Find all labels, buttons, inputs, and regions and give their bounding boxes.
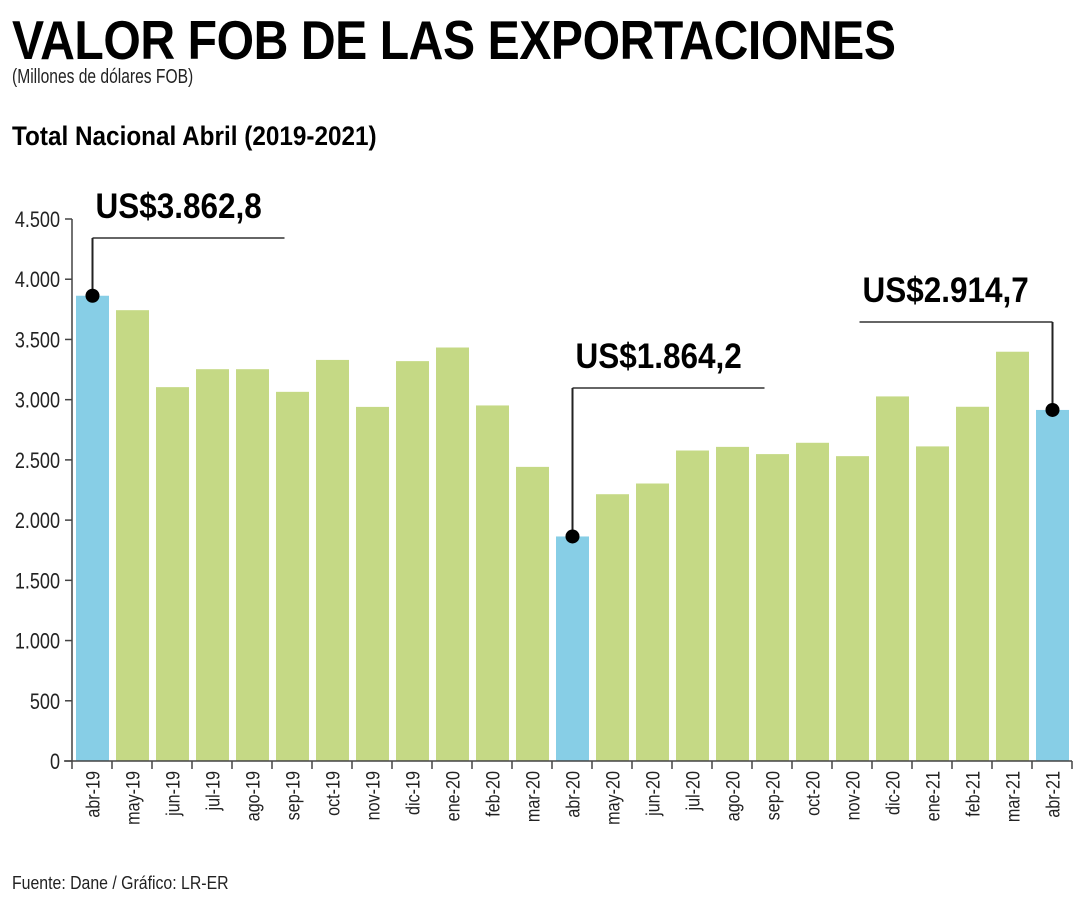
x-tick-label: jul-19: [202, 771, 224, 811]
bar-jun-20: [636, 483, 669, 761]
bar-jun-19: [156, 387, 189, 761]
x-tick-label: jun-19: [162, 771, 184, 817]
bar-jul-20: [676, 450, 709, 761]
y-tick-label: 0: [50, 750, 60, 774]
callout-label-abr-19: US$3.862,8: [96, 188, 262, 227]
y-tick-label: 2.500: [15, 449, 60, 473]
y-tick-label: 4.000: [15, 269, 60, 293]
x-tick-label: sep-20: [762, 771, 784, 821]
callouts-group: US$3.862,8 US$1.864,2 US$2.914,7: [85, 188, 1060, 544]
bar-sep-19: [276, 391, 309, 761]
y-tick-label: 3.000: [15, 389, 60, 413]
callout-marker-abr-21: [1045, 402, 1060, 417]
callout-label-abr-21: US$2.914,7: [863, 272, 1029, 311]
bar-may-19: [116, 310, 149, 761]
bar-feb-20: [476, 405, 509, 761]
bar-mar-21: [996, 351, 1029, 761]
callout-label-abr-20: US$1.864,2: [576, 338, 742, 377]
bar-abr-20: [556, 536, 589, 761]
bar-may-20: [596, 494, 629, 761]
bar-oct-19: [316, 359, 349, 761]
x-tick-label: ene-21: [922, 771, 944, 821]
x-tick-label: mar-20: [522, 771, 544, 822]
y-axis: 0 500 1.000 1.500 2.000 2.500 3.000 3.500 4.000 4…: [15, 208, 73, 774]
x-tick-label: nov-20: [842, 771, 864, 821]
x-tick-label: may-19: [122, 771, 144, 825]
y-tick-label: 3.500: [15, 329, 60, 353]
y-tick-label: 1.000: [15, 630, 60, 654]
bar-ago-20: [716, 446, 749, 761]
x-tick-label: jun-20: [642, 771, 664, 817]
x-tick-label: abr-21: [1042, 771, 1064, 818]
x-tick-label: feb-20: [482, 771, 504, 817]
x-axis: abr-19 may-19 jun-19 jul-19 ago-19 sep-19 oct-…: [64, 760, 1073, 825]
chart-section-title: Total Nacional Abril (2019-2021): [12, 121, 377, 151]
chart-title: VALOR FOB DE LAS EXPORTACIONES: [12, 9, 896, 71]
bar-ene-20: [436, 347, 469, 761]
bar-ene-21: [916, 446, 949, 761]
y-tick-label: 500: [30, 690, 60, 714]
x-tick-label: feb-21: [962, 771, 984, 817]
bar-oct-20: [796, 442, 829, 761]
x-tick-label: jul-20: [682, 771, 704, 812]
x-tick-label: ene-20: [442, 771, 464, 821]
bar-mar-20: [516, 466, 549, 761]
x-tick-label: sep-19: [282, 771, 304, 820]
source-footer: Fuente: Dane / Gráfico: LR-ER: [12, 873, 229, 893]
x-tick-label: ago-19: [242, 771, 264, 821]
bar-nov-19: [356, 406, 389, 761]
bar-abr-19: [76, 295, 109, 761]
bar-dic-20: [876, 396, 909, 761]
bar-sep-20: [756, 454, 789, 761]
chart-units-subtitle: (Millones de dólares FOB): [12, 66, 194, 88]
bar-jul-19: [196, 369, 229, 761]
bars-group: [76, 295, 1069, 761]
callout-marker-abr-19: [85, 288, 100, 303]
y-tick-label: 4.500: [15, 208, 60, 232]
x-tick-label: abr-19: [82, 771, 104, 818]
y-tick-label: 1.500: [15, 570, 60, 594]
x-tick-label: nov-19: [362, 771, 384, 820]
x-tick-label: may-20: [602, 771, 624, 825]
bar-feb-21: [956, 406, 989, 761]
bar-nov-20: [836, 456, 869, 761]
bar-ago-19: [236, 369, 269, 761]
bar-abr-21: [1036, 409, 1069, 761]
x-tick-label: oct-20: [802, 771, 824, 816]
y-tick-label: 2.000: [15, 510, 60, 534]
callout-marker-abr-20: [565, 529, 580, 544]
x-tick-label: dic-19: [402, 771, 424, 815]
x-tick-label: mar-21: [1002, 771, 1024, 822]
x-tick-label: oct-19: [322, 771, 344, 816]
x-tick-label: abr-20: [562, 771, 584, 818]
x-tick-label: dic-20: [882, 771, 904, 815]
bar-dic-19: [396, 361, 429, 761]
x-tick-label: ago-20: [722, 771, 744, 821]
